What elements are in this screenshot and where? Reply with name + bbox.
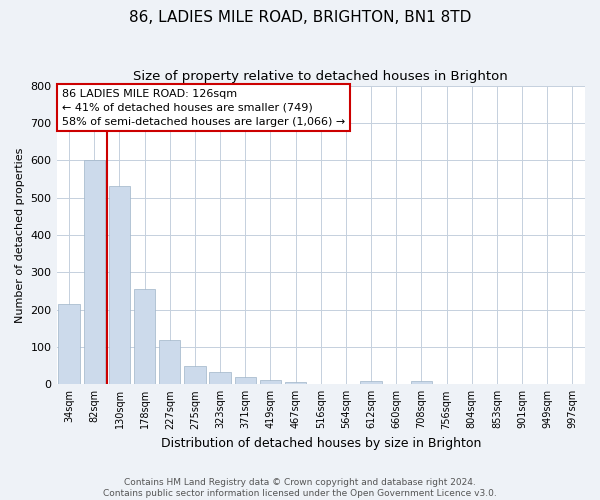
Title: Size of property relative to detached houses in Brighton: Size of property relative to detached ho… bbox=[133, 70, 508, 83]
Bar bbox=[184, 366, 206, 384]
Bar bbox=[134, 289, 155, 384]
Text: 86, LADIES MILE ROAD, BRIGHTON, BN1 8TD: 86, LADIES MILE ROAD, BRIGHTON, BN1 8TD bbox=[129, 10, 471, 25]
Bar bbox=[260, 380, 281, 384]
Bar bbox=[411, 382, 432, 384]
Bar bbox=[58, 304, 80, 384]
Text: Contains HM Land Registry data © Crown copyright and database right 2024.
Contai: Contains HM Land Registry data © Crown c… bbox=[103, 478, 497, 498]
Bar bbox=[361, 382, 382, 384]
Bar bbox=[209, 372, 231, 384]
Bar bbox=[159, 340, 181, 384]
Bar bbox=[83, 160, 105, 384]
Bar bbox=[285, 382, 307, 384]
X-axis label: Distribution of detached houses by size in Brighton: Distribution of detached houses by size … bbox=[161, 437, 481, 450]
Text: 86 LADIES MILE ROAD: 126sqm
← 41% of detached houses are smaller (749)
58% of se: 86 LADIES MILE ROAD: 126sqm ← 41% of det… bbox=[62, 88, 345, 126]
Bar bbox=[109, 186, 130, 384]
Bar bbox=[235, 377, 256, 384]
Y-axis label: Number of detached properties: Number of detached properties bbox=[15, 147, 25, 322]
